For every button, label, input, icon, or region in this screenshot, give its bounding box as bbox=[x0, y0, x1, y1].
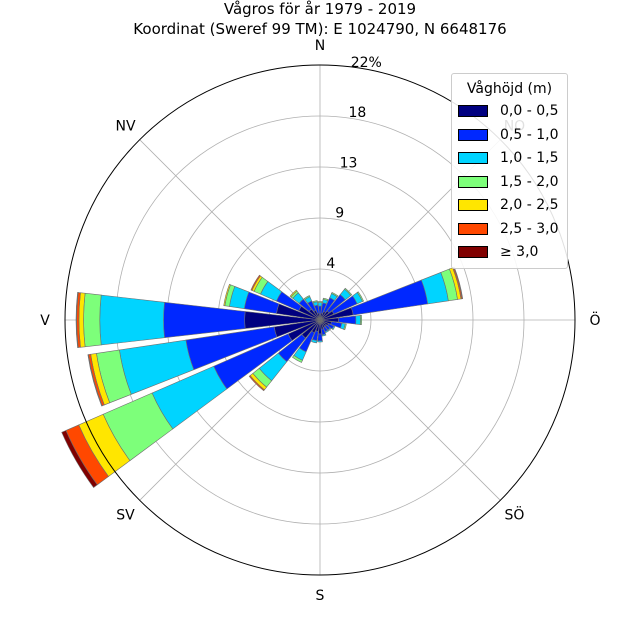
legend: Våghöjd (m) 0,0 - 0,5 0,5 - 1,0 1,0 - 1,5 1… bbox=[451, 73, 568, 269]
bar-segment bbox=[355, 315, 361, 325]
direction-label: S bbox=[316, 588, 325, 604]
legend-label: 2,5 - 3,0 bbox=[500, 220, 559, 237]
bar-segment bbox=[87, 354, 103, 407]
direction-label: N bbox=[315, 38, 325, 54]
legend-swatch bbox=[458, 128, 488, 141]
bar-segment bbox=[327, 327, 332, 332]
bar-segment bbox=[312, 300, 318, 304]
bar-segment bbox=[322, 297, 329, 301]
bar-segment bbox=[317, 302, 323, 307]
radial-tick-label: 18 bbox=[349, 105, 367, 121]
legend-item: 0,5 - 1,0 bbox=[452, 124, 567, 148]
bar-segment bbox=[99, 294, 165, 346]
legend-swatch bbox=[458, 175, 488, 188]
chart-title: Vågros för år 1979 - 2019 bbox=[223, 0, 417, 18]
bar-segment bbox=[317, 333, 323, 342]
grid-spoke bbox=[139, 139, 321, 321]
polar-frame bbox=[64, 64, 576, 576]
direction-label: SÖ bbox=[505, 505, 525, 523]
legend-item: 1,0 - 1,5 bbox=[452, 147, 567, 171]
bar-segment bbox=[343, 323, 347, 331]
direction-label: SV bbox=[116, 507, 135, 523]
legend-label: 0,5 - 1,0 bbox=[500, 126, 559, 143]
legend-swatch bbox=[458, 152, 488, 164]
bar-segment bbox=[317, 301, 323, 304]
bar-segment bbox=[321, 333, 327, 337]
legend-label: 1,5 - 2,0 bbox=[500, 173, 559, 190]
chart-subtitle: Koordinat (Sweref 99 TM): E 1024790, N 6… bbox=[133, 20, 507, 38]
bar-segment bbox=[303, 295, 311, 300]
bar-segment bbox=[250, 274, 261, 291]
direction-label: Ö bbox=[589, 311, 600, 329]
direction-label: NV bbox=[116, 119, 136, 135]
legend-item: ≥ 3,0 bbox=[452, 241, 567, 265]
radial-tick-label: 9 bbox=[335, 206, 344, 222]
legend-item: 2,5 - 3,0 bbox=[452, 218, 567, 242]
bar-segment bbox=[359, 314, 363, 326]
legend-label: 0,0 - 0,5 bbox=[500, 103, 559, 119]
bar-segment bbox=[163, 301, 246, 339]
grid-spoke bbox=[319, 319, 501, 501]
radial-tick-label: 13 bbox=[340, 155, 358, 171]
legend-item: 1,5 - 2,0 bbox=[452, 171, 567, 195]
bar-segment bbox=[453, 266, 464, 300]
legend-swatch bbox=[458, 199, 488, 211]
bar-segment bbox=[289, 289, 298, 298]
legend-label: ≥ 3,0 bbox=[500, 244, 539, 260]
legend-label: 1,0 - 1,5 bbox=[500, 150, 559, 166]
bar-segment bbox=[223, 283, 231, 307]
legend-item: 2,0 - 2,5 bbox=[452, 194, 567, 218]
radial-tick-label: 4 bbox=[326, 256, 335, 272]
bar-segment bbox=[83, 292, 102, 348]
bar-segment bbox=[350, 279, 429, 316]
legend-swatch bbox=[458, 222, 488, 235]
bar-segment bbox=[331, 325, 336, 331]
bar-segment bbox=[292, 354, 303, 363]
legend-item: 0,0 - 0,5 bbox=[452, 100, 567, 124]
legend-swatch bbox=[458, 105, 488, 117]
legend-title: Våghöjd (m) bbox=[466, 81, 553, 97]
bar-segment bbox=[356, 291, 364, 302]
bar-segment bbox=[248, 375, 265, 392]
bar-segment bbox=[75, 292, 79, 348]
bar-segment bbox=[311, 339, 318, 344]
bar-segment bbox=[331, 291, 339, 298]
direction-label: V bbox=[40, 313, 50, 329]
legend-swatch bbox=[458, 246, 488, 258]
radial-tick-label: 22% bbox=[351, 55, 382, 71]
bar-segment bbox=[61, 430, 98, 488]
bar-segment bbox=[344, 287, 353, 296]
legend-label: 2,0 - 2,5 bbox=[500, 197, 559, 213]
bar-segment bbox=[317, 340, 323, 343]
bar-segment bbox=[324, 329, 329, 334]
